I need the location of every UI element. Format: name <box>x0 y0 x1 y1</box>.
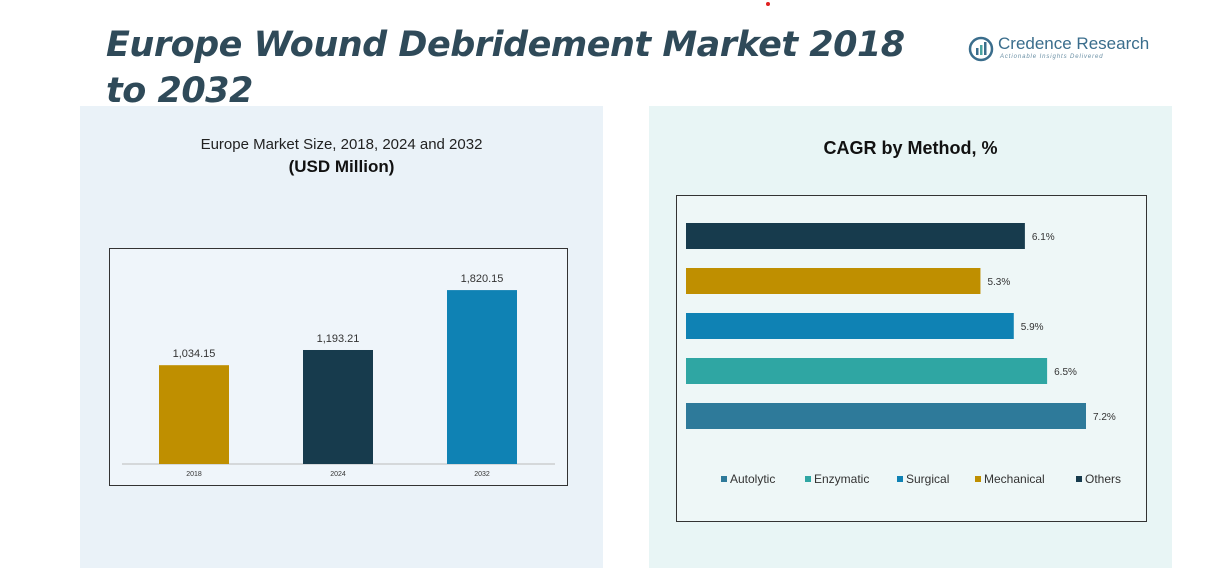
tick-label-2032: 2032 <box>474 471 490 478</box>
legend-swatch-autolytic <box>721 476 727 482</box>
legend-swatch-mechanical <box>975 476 981 482</box>
legend-label-enzymatic: Enzymatic <box>814 472 869 486</box>
data-label-surgical: 5.9% <box>1021 322 1044 333</box>
accent-dot <box>766 2 770 6</box>
data-label-2032: 1,820.15 <box>461 273 504 285</box>
legend-label-mechanical: Mechanical <box>984 472 1045 486</box>
legend-label-surgical: Surgical <box>906 472 949 486</box>
tick-label-2018: 2018 <box>186 471 202 478</box>
cagr-title: CAGR by Method, % <box>823 138 998 158</box>
legend-swatch-surgical <box>897 476 903 482</box>
data-label-2024: 1,193.21 <box>317 333 360 345</box>
bar-enzymatic <box>686 358 1048 384</box>
brand-name: Credence Research <box>998 34 1150 53</box>
legend-swatch-enzymatic <box>805 476 811 482</box>
legend-swatch-others <box>1076 476 1082 482</box>
data-label-enzymatic: 6.5% <box>1054 367 1077 378</box>
data-label-autolytic: 7.2% <box>1093 412 1116 423</box>
market-size-chart: 1,034.15 2018 1,193.21 2024 1,820.15 2032 <box>122 273 555 478</box>
brand-logo[interactable]: Credence Research Actionable Insights De… <box>968 34 1158 70</box>
market-size-chart-frame: 1,034.15 2018 1,193.21 2024 1,820.15 2032 <box>109 248 568 486</box>
bar-autolytic <box>686 403 1086 429</box>
brand-logo-icon <box>968 36 994 62</box>
data-label-others: 6.1% <box>1032 232 1055 243</box>
bar-others <box>686 223 1025 249</box>
bar-mechanical <box>686 268 981 294</box>
cagr-chart: 6.1% 5.3% 5.9% 6.5% 7.2% Autolytic Enzymatic Su… <box>686 223 1121 486</box>
data-label-mechanical: 5.3% <box>987 277 1010 288</box>
bar-2032 <box>447 290 517 464</box>
bar-2018 <box>159 365 229 464</box>
page-title: Europe Wound Debridement Market 2018 to … <box>106 25 905 111</box>
market-size-unit: (USD Million) <box>288 157 395 176</box>
bar-2024 <box>303 349 373 464</box>
brand-tagline: Actionable Insights Delivered <box>1000 54 1104 60</box>
legend-label-autolytic: Autolytic <box>730 472 775 486</box>
data-label-2018: 1,034.15 <box>173 348 216 360</box>
legend-label-others: Others <box>1085 472 1121 486</box>
tick-label-2024: 2024 <box>330 471 346 478</box>
market-size-subtitle: Europe Market Size, 2018, 2024 and 2032 <box>200 136 483 153</box>
bar-surgical <box>686 313 1014 339</box>
cagr-chart-frame: 6.1% 5.3% 5.9% 6.5% 7.2% Autolytic Enzymatic Su… <box>676 195 1147 522</box>
